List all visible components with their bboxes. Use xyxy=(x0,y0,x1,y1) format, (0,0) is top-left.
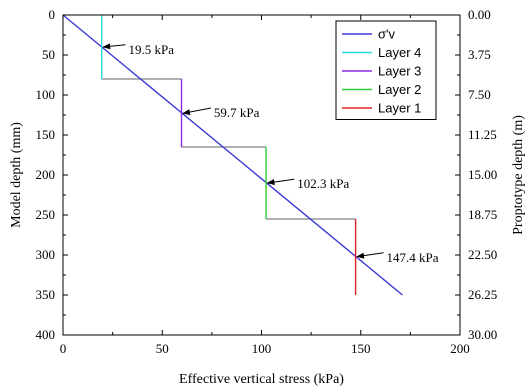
y-axis-title: Model depth (mm) xyxy=(9,122,24,228)
y-tick-label: 100 xyxy=(36,87,56,102)
series-lines xyxy=(62,14,403,296)
annotations: 19.5 kPa 59.7 kPa 102.3 kPa 147.4 kPa xyxy=(102,42,439,265)
y2-tick-label: 18.75 xyxy=(468,207,497,222)
annotation-arrow xyxy=(266,178,295,185)
annotation-arrow xyxy=(102,43,126,50)
annotation-arrow xyxy=(356,252,384,259)
legend: σ'v Layer 4 Layer 3 Layer 2 Layer 1 xyxy=(335,20,437,120)
y2-tick-label: 22.50 xyxy=(468,247,497,262)
step-lines xyxy=(101,78,356,220)
x-axis-title: Effective vertical stress (kPa) xyxy=(179,372,344,387)
y2-tick-label: 26.25 xyxy=(468,287,497,302)
legend-label: σ'v xyxy=(378,27,396,42)
x-tick-label: 150 xyxy=(351,341,371,356)
y-tick-label: 0 xyxy=(49,7,56,22)
y2-tick-label: 3.75 xyxy=(468,47,491,62)
legend-label: Layer 2 xyxy=(378,82,421,97)
y-tick-label: 250 xyxy=(36,207,56,222)
axes: 0 50 100 150 200 0 50 100 150 200 250 300 350 400 0.00… xyxy=(36,7,498,356)
legend-label: Layer 1 xyxy=(378,101,421,116)
y-tick-label: 300 xyxy=(36,247,56,262)
y-tick-label: 50 xyxy=(42,47,55,62)
x-tick-label: 200 xyxy=(450,341,470,356)
annotation-label: 147.4 kPa xyxy=(387,250,439,265)
y2-tick-label: 15.00 xyxy=(468,167,497,182)
y2-tick-label: 11.25 xyxy=(468,127,497,142)
annotation-label: 19.5 kPa xyxy=(129,42,175,57)
y-tick-label: 150 xyxy=(36,127,56,142)
x-tick-label: 50 xyxy=(156,341,169,356)
y2-axis-title: Proptotype depth (m) xyxy=(511,115,526,235)
y2-tick-label: 30.00 xyxy=(468,327,497,342)
y2-tick-label: 7.50 xyxy=(468,87,491,102)
x-tick-label: 100 xyxy=(252,341,272,356)
legend-label: Layer 4 xyxy=(378,45,421,60)
legend-label: Layer 3 xyxy=(378,64,421,79)
y2-tick-label: 0.00 xyxy=(468,7,491,22)
y-tick-label: 350 xyxy=(36,287,56,302)
y-tick-label: 200 xyxy=(36,167,56,182)
annotation-arrow xyxy=(182,107,211,116)
series-line xyxy=(62,14,403,296)
annotation-label: 102.3 kPa xyxy=(297,176,349,191)
x-tick-label: 0 xyxy=(60,341,67,356)
y-tick-label: 400 xyxy=(36,327,56,342)
annotation-label: 59.7 kPa xyxy=(214,105,260,120)
